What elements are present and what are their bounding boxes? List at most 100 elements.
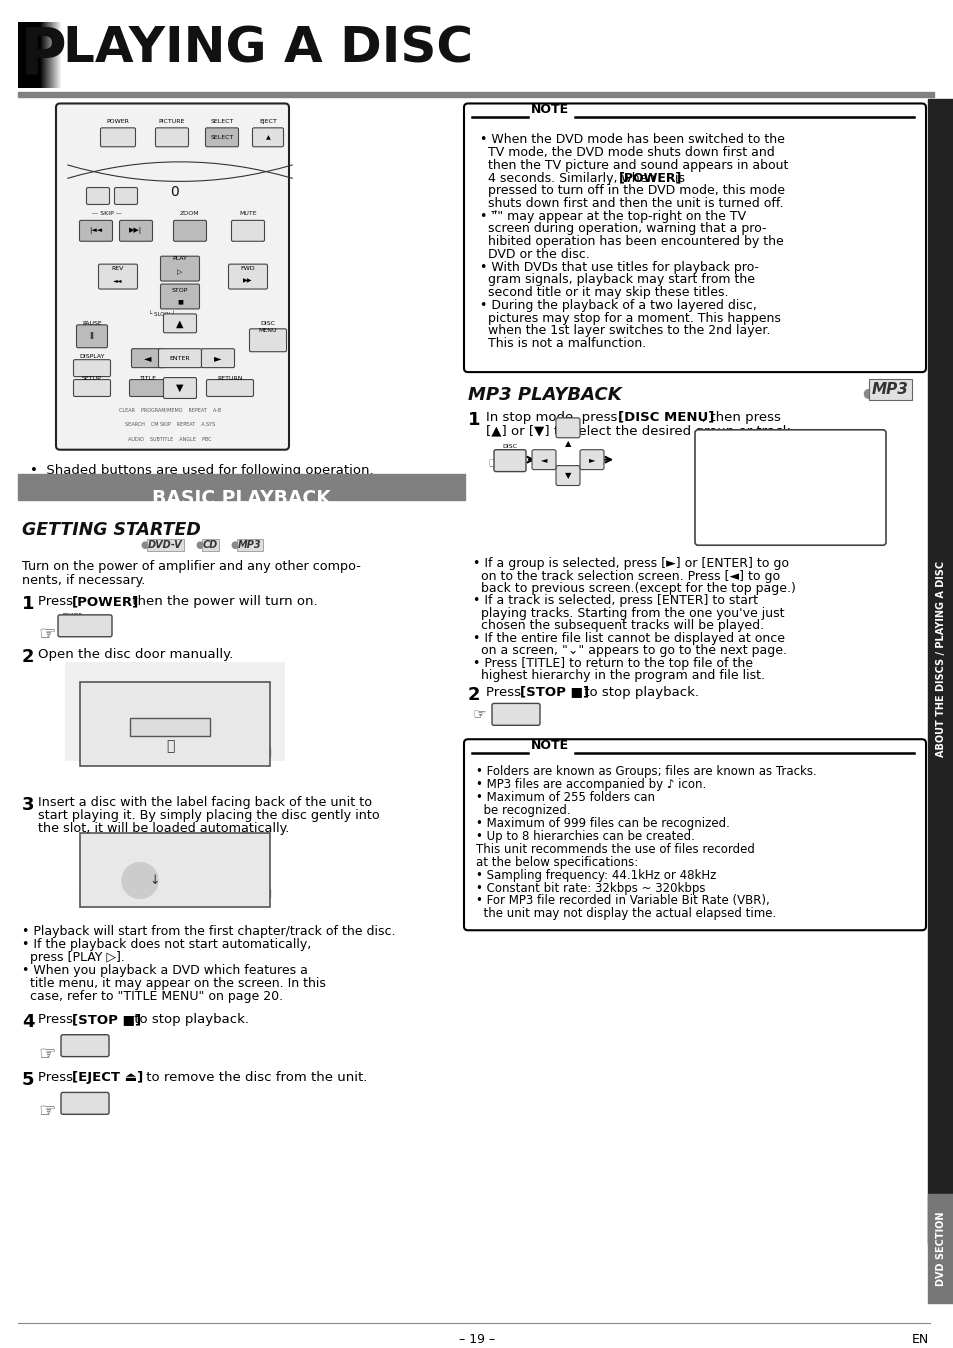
Text: DVD SECTION: DVD SECTION [935, 1212, 945, 1286]
Text: • Press [TITLE] to return to the top file of the: • Press [TITLE] to return to the top fil… [473, 656, 752, 670]
Text: Press: Press [38, 594, 77, 608]
FancyBboxPatch shape [463, 739, 925, 930]
FancyBboxPatch shape [206, 380, 253, 396]
Text: STOP: STOP [172, 288, 188, 293]
Text: nents, if necessary.: nents, if necessary. [22, 574, 145, 588]
Text: 2: 2 [468, 686, 480, 704]
Text: MP3: MP3 [237, 541, 261, 550]
Text: • Playback will start from the first chapter/track of the disc.: • Playback will start from the first cha… [22, 925, 395, 938]
Text: • MP3 files are accompanied by ♪ icon.: • MP3 files are accompanied by ♪ icon. [476, 778, 705, 791]
Text: then the TV picture and sound appears in about: then the TV picture and sound appears in… [479, 159, 787, 171]
Text: then the power will turn on.: then the power will turn on. [128, 594, 317, 608]
Text: PAUSE: PAUSE [82, 321, 102, 326]
Text: [▲] or [▼] to select the desired group or track.: [▲] or [▼] to select the desired group o… [485, 425, 794, 438]
Text: 1: 1 [22, 594, 34, 613]
Text: 4 seconds. Similarly, when: 4 seconds. Similarly, when [479, 171, 659, 185]
Text: 0: 0 [171, 185, 179, 200]
Text: pressed to turn off in the DVD mode, this mode: pressed to turn off in the DVD mode, thi… [479, 185, 784, 197]
Text: FILE LIST: FILE LIST [702, 438, 738, 443]
FancyBboxPatch shape [494, 450, 525, 472]
Text: • Maximum of 999 files can be recognized.: • Maximum of 999 files can be recognized… [476, 817, 729, 830]
FancyBboxPatch shape [79, 220, 112, 241]
Text: ◄: ◄ [540, 456, 547, 464]
Text: ENTER: ENTER [170, 356, 190, 361]
Bar [65, 662, 285, 762]
Text: ZOOM: ZOOM [180, 212, 199, 217]
Text: • During the playback of a two layered disc,: • During the playback of a two layered d… [479, 299, 756, 311]
Text: MENU: MENU [258, 328, 277, 333]
Text: Press: Press [38, 1070, 77, 1084]
Text: AUDIO    SUBTITLE    ANGLE    PBC: AUDIO SUBTITLE ANGLE PBC [128, 437, 212, 442]
FancyBboxPatch shape [556, 465, 579, 485]
Text: back to previous screen.(except for the top page.): back to previous screen.(except for the … [473, 582, 795, 594]
FancyBboxPatch shape [73, 360, 111, 376]
Text: REV: REV [112, 266, 124, 271]
Text: the slot, it will be loaded automatically.: the slot, it will be loaded automaticall… [38, 822, 289, 834]
Text: DISC: DISC [502, 443, 517, 449]
Text: • Constant bit rate: 32kbps ~ 320kbps: • Constant bit rate: 32kbps ~ 320kbps [476, 882, 705, 895]
Text: playing tracks. Starting from the one you've just: playing tracks. Starting from the one yo… [473, 607, 783, 620]
Text: is: is [671, 171, 684, 185]
Text: title menu, it may appear on the screen. In this: title menu, it may appear on the screen.… [22, 977, 326, 989]
Bar [18, 473, 464, 500]
Text: DISC: DISC [260, 321, 275, 326]
Text: press [PLAY ▷].: press [PLAY ▷]. [22, 952, 125, 964]
Text: MUTE: MUTE [239, 212, 256, 217]
Text: second title or it may skip these titles.: second title or it may skip these titles… [479, 286, 728, 299]
Text: hibited operation has been encountered by the: hibited operation has been encountered b… [479, 235, 783, 248]
Text: , then press: , then press [701, 411, 781, 423]
FancyBboxPatch shape [119, 220, 152, 241]
Text: • If the playback does not start automatically,: • If the playback does not start automat… [22, 938, 311, 952]
Text: ▼: ▼ [564, 470, 571, 480]
Bar [927, 100, 953, 1244]
Text: 4: 4 [22, 1012, 34, 1031]
FancyBboxPatch shape [173, 220, 206, 241]
Text: •  Shaded buttons are used for following operation.: • Shaded buttons are used for following … [30, 464, 374, 477]
FancyBboxPatch shape [201, 349, 234, 368]
Text: highest hierarchy in the program and file list.: highest hierarchy in the program and fil… [473, 669, 764, 682]
Text: II: II [90, 332, 94, 341]
Text: ●: ● [194, 541, 203, 550]
Text: TV mode, the DVD mode shuts down first and: TV mode, the DVD mode shuts down first a… [479, 146, 774, 159]
Text: FWD: FWD [240, 266, 255, 271]
Text: shuts down first and then the unit is turned off.: shuts down first and then the unit is tu… [479, 197, 782, 210]
Text: ■: ■ [177, 299, 183, 303]
FancyBboxPatch shape [114, 187, 137, 205]
Text: PLAY: PLAY [172, 256, 187, 262]
FancyBboxPatch shape [250, 329, 286, 352]
Text: NOTE: NOTE [531, 739, 569, 752]
Bar [80, 833, 270, 907]
Text: on a screen, "⌄" appears to go to the next page.: on a screen, "⌄" appears to go to the ne… [473, 644, 786, 658]
Text: to stop playback.: to stop playback. [579, 686, 699, 698]
Text: DISPLAY: DISPLAY [79, 353, 105, 359]
Text: • Up to 8 hierarchies can be created.: • Up to 8 hierarchies can be created. [476, 830, 694, 842]
Text: POWER: POWER [107, 119, 130, 124]
FancyBboxPatch shape [155, 128, 189, 147]
Text: SELECT: SELECT [210, 135, 233, 140]
FancyBboxPatch shape [232, 220, 264, 241]
Text: • Maximum of 255 folders can: • Maximum of 255 folders can [476, 791, 655, 803]
Text: gram signals, playback may start from the: gram signals, playback may start from th… [479, 274, 754, 286]
Text: to stop playback.: to stop playback. [130, 1012, 249, 1026]
FancyBboxPatch shape [556, 418, 579, 438]
FancyBboxPatch shape [73, 380, 111, 396]
FancyBboxPatch shape [100, 128, 135, 147]
Text: folder name 1: folder name 1 [709, 458, 748, 464]
Text: pictures may stop for a moment. This happens: pictures may stop for a moment. This hap… [479, 311, 781, 325]
Text: Open the disc door manually.: Open the disc door manually. [38, 647, 233, 661]
FancyBboxPatch shape [532, 450, 556, 469]
Text: ABOUT THE DISCS / PLAYING A DISC: ABOUT THE DISCS / PLAYING A DISC [935, 561, 945, 758]
Text: ☞: ☞ [38, 1045, 55, 1064]
Text: Press: Press [38, 1012, 77, 1026]
Text: MENU: MENU [500, 452, 518, 457]
Text: 5: 5 [22, 1070, 34, 1089]
Text: ◄: ◄ [144, 353, 152, 363]
Text: when the 1st layer switches to the 2nd layer.: when the 1st layer switches to the 2nd l… [479, 325, 770, 337]
FancyBboxPatch shape [695, 430, 885, 545]
Text: ▷: ▷ [177, 270, 182, 275]
Text: [EJECT ⏏]: [EJECT ⏏] [71, 1070, 143, 1084]
Text: chosen the subsequent tracks will be played.: chosen the subsequent tracks will be pla… [473, 619, 763, 632]
Text: folder name 4: folder name 4 [709, 488, 748, 493]
Text: file name 1: file name 1 [709, 499, 740, 503]
Text: [STOP ■]: [STOP ■] [71, 1012, 141, 1026]
